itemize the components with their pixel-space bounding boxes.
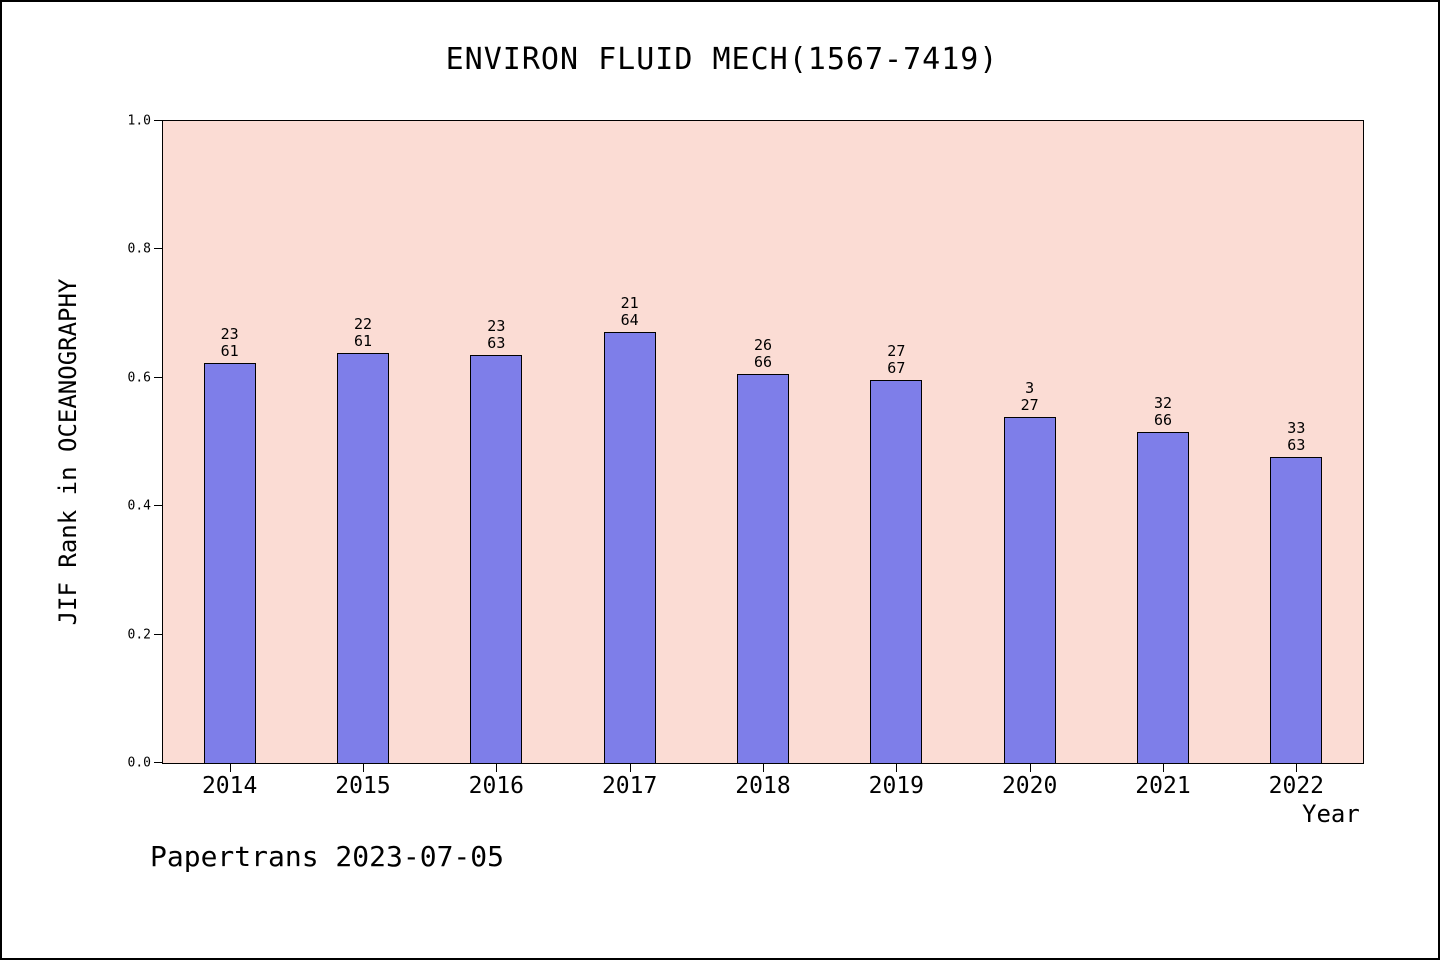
x-tick-label-2021: 2021 xyxy=(1135,773,1191,799)
x-tick-mark xyxy=(1296,764,1298,772)
x-tick-label-2019: 2019 xyxy=(868,773,925,799)
bar-value-label-2019: 27 67 xyxy=(887,341,906,377)
bar-2019 xyxy=(870,380,923,763)
y-tick-label-0.2: 0.2 xyxy=(127,627,151,643)
bar-value-label-2022: 33 63 xyxy=(1287,418,1306,454)
x-tick-label-2015: 2015 xyxy=(335,773,391,799)
bar-2014 xyxy=(203,363,256,763)
x-tick-mark xyxy=(496,764,498,772)
y-tick-label-0.8: 0.8 xyxy=(127,241,151,257)
y-tick-mark xyxy=(154,762,162,763)
bar-2020 xyxy=(1003,417,1056,763)
x-tick-mark xyxy=(1163,764,1164,772)
bar-2017 xyxy=(603,332,656,763)
bar-2015 xyxy=(337,353,389,763)
x-tick-mark xyxy=(629,764,631,772)
y-tick-mark xyxy=(154,120,162,121)
y-tick-label-0.0: 0.0 xyxy=(127,755,151,771)
y-tick-mark xyxy=(154,248,162,249)
chart-title: ENVIRON FLUID MECH(1567-7419) xyxy=(445,42,999,77)
x-tick-mark xyxy=(229,764,231,772)
y-tick-label-0.6: 0.6 xyxy=(127,370,151,386)
x-tick-label-2017: 2017 xyxy=(601,773,658,799)
y-tick-mark xyxy=(154,505,162,506)
x-tick-label-2014: 2014 xyxy=(201,773,258,799)
x-tick-mark xyxy=(363,764,364,772)
y-axis-title: JIF Rank in OCEANOGRAPHY xyxy=(54,278,82,626)
x-tick-mark xyxy=(763,764,764,772)
x-tick-label-2020: 2020 xyxy=(1001,773,1058,799)
y-tick-mark xyxy=(154,634,162,635)
bar-2021 xyxy=(1137,432,1189,763)
y-tick-mark xyxy=(154,377,162,378)
x-tick-label-2022: 2022 xyxy=(1268,773,1325,799)
bar-value-label-2014: 23 61 xyxy=(220,324,239,360)
bar-2018 xyxy=(737,374,789,763)
y-tick-label-0.4: 0.4 xyxy=(127,498,151,514)
plot-area: 23 61 2014 22 61 2015 23 63 2016 21 64 2017 26 6… xyxy=(128,114,1364,799)
bar-2016 xyxy=(470,355,523,763)
x-tick-mark xyxy=(896,764,898,772)
x-tick-label-2018: 2018 xyxy=(735,773,791,799)
x-tick-mark xyxy=(1029,764,1031,772)
bar-value-label-2016: 23 63 xyxy=(487,316,506,352)
bar-value-label-2015: 22 61 xyxy=(353,314,373,350)
footer-watermark: Papertrans 2023-07-05 xyxy=(150,840,505,873)
bar-value-label-2020: 3 27 xyxy=(1020,378,1039,414)
x-axis-title: Year xyxy=(1302,800,1360,828)
bar-value-label-2017: 21 64 xyxy=(620,293,639,329)
y-tick-label-1.0: 1.0 xyxy=(127,113,151,129)
x-tick-label-2016: 2016 xyxy=(468,773,525,799)
bar-value-label-2018: 26 66 xyxy=(753,335,773,371)
bar-2022 xyxy=(1270,457,1323,763)
bar-value-label-2021: 32 66 xyxy=(1153,393,1173,429)
